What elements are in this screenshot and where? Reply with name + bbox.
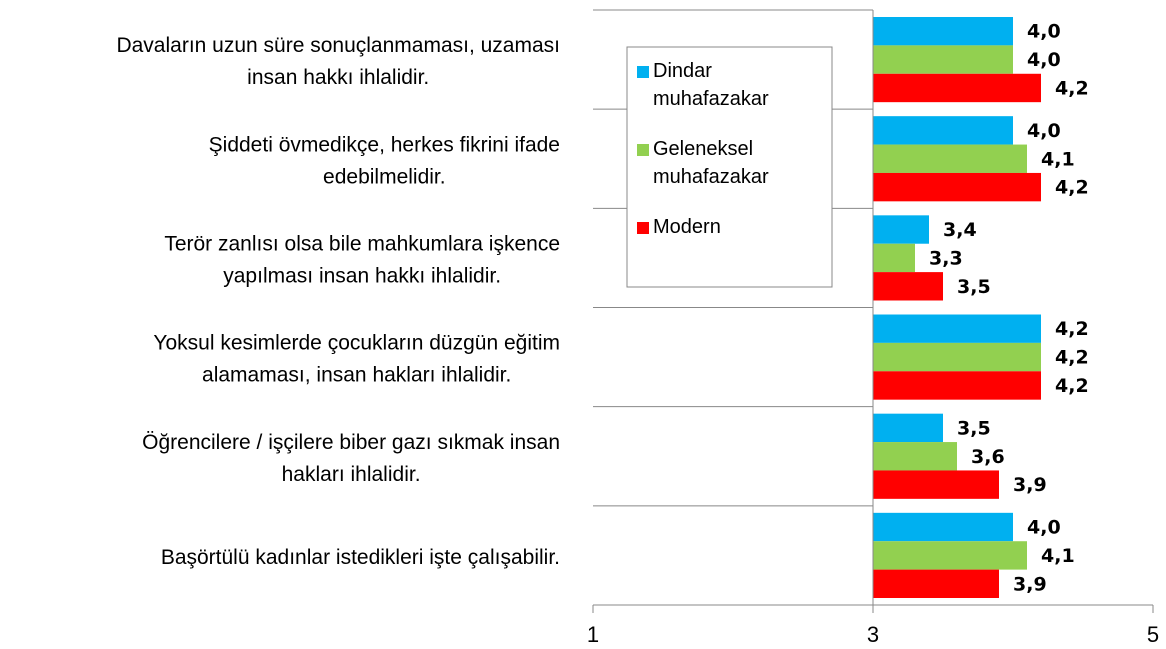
bar [873,442,957,471]
value-label: 4,0 [1027,120,1061,142]
category-label: edebilmelidir. [323,165,446,188]
bar [873,413,943,443]
legend-label: Modern [653,216,721,238]
value-label: 3,5 [957,276,991,298]
value-label: 3,5 [957,417,991,439]
value-label: 4,1 [1041,148,1075,170]
x-tick-label: 3 [867,622,879,647]
category-label: Terör zanlısı olsa bile mahkumlara işken… [164,232,560,255]
value-label: 4,0 [1027,21,1061,43]
category-label: alamaması, insan hakları ihlalidir. [202,364,511,387]
legend-swatch [637,222,649,234]
legend-swatch [637,144,649,156]
value-label: 4,2 [1055,375,1089,397]
category-label: Davaların uzun süre sonuçlanmaması, uzam… [116,34,560,57]
category-label: Şiddeti övmedikçe, herkes fikrini ifade [209,133,560,156]
legend-swatch [637,66,649,78]
x-tick-label: 5 [1147,622,1159,647]
bar [873,470,999,499]
category-label: Başörtülü kadınlar istedikleri işte çalı… [161,546,560,569]
bar [873,45,1013,74]
value-label: 3,9 [1013,573,1047,595]
bar [873,144,1027,173]
legend-label: Geleneksel muhafazakar [653,138,769,188]
value-label: 4,1 [1041,545,1075,567]
bar [873,243,915,273]
bar [873,512,1013,542]
bar [873,541,1027,570]
value-label: 4,0 [1027,517,1061,539]
bar [873,569,999,598]
value-label: 3,6 [971,446,1005,468]
bar [873,342,1041,372]
value-label: 4,2 [1055,318,1089,340]
category-label: insan hakkı ihlalidir. [247,66,429,89]
category-label: yapılması insan hakkı ihlalidir. [223,264,501,287]
category-label: Yoksul kesimlerde çocukların düzgün eğit… [153,332,560,355]
bar [873,272,943,301]
x-tick-label: 1 [587,622,599,647]
value-label: 4,2 [1055,77,1089,99]
bar [873,172,1041,202]
legend-label: Dindar muhafazakar [653,60,769,110]
legend-box [626,46,833,288]
bar [873,215,929,244]
bar [873,17,1013,46]
value-label: 3,3 [929,247,963,269]
value-label: 3,9 [1013,474,1047,496]
bar [873,116,1013,145]
value-label: 3,4 [943,219,977,241]
category-label: Öğrencilere / işçilere biber gazı sıkmak… [142,431,560,454]
category-label: hakları ihlalidir. [282,463,421,486]
value-label: 4,0 [1027,49,1061,71]
bar [873,73,1041,103]
bar [873,314,1041,343]
bar [873,371,1041,400]
value-label: 4,2 [1055,347,1089,369]
value-label: 4,2 [1055,177,1089,199]
